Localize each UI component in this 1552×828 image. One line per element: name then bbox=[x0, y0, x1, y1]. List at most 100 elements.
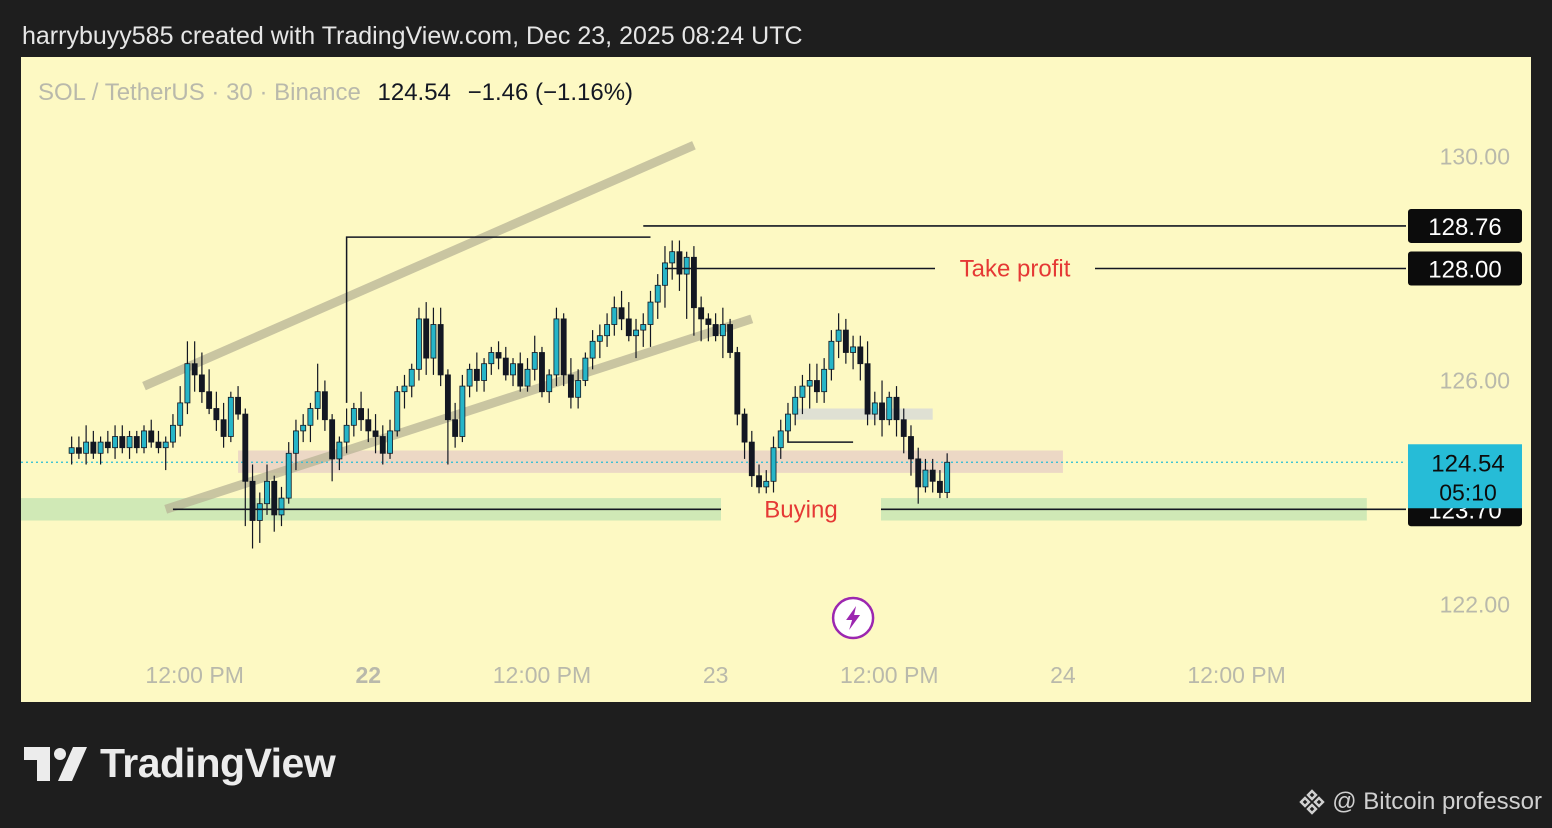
candle[interactable] bbox=[401, 374, 408, 409]
candle[interactable] bbox=[546, 369, 553, 403]
candle[interactable] bbox=[900, 408, 907, 454]
candle[interactable] bbox=[698, 296, 705, 342]
candle[interactable] bbox=[372, 414, 379, 454]
channel-lower-line[interactable] bbox=[164, 314, 754, 514]
candle[interactable] bbox=[517, 352, 524, 392]
candle[interactable] bbox=[625, 302, 632, 342]
candle[interactable] bbox=[365, 408, 372, 443]
candle[interactable] bbox=[575, 369, 582, 409]
candle[interactable] bbox=[560, 313, 567, 387]
candle[interactable] bbox=[647, 290, 654, 347]
candle[interactable] bbox=[618, 290, 625, 331]
candle[interactable] bbox=[640, 313, 647, 347]
candle[interactable] bbox=[857, 335, 864, 381]
candle[interactable] bbox=[452, 402, 459, 448]
candle[interactable] bbox=[437, 307, 444, 387]
candle[interactable] bbox=[466, 363, 473, 398]
candle[interactable] bbox=[589, 330, 596, 370]
candle[interactable] bbox=[495, 341, 502, 370]
candle[interactable] bbox=[423, 302, 430, 375]
candle[interactable] bbox=[249, 464, 256, 549]
channel-upper-line[interactable] bbox=[142, 141, 696, 391]
candle[interactable] bbox=[806, 363, 813, 409]
candle[interactable] bbox=[191, 341, 198, 392]
candle[interactable] bbox=[343, 408, 350, 454]
candle[interactable] bbox=[719, 307, 726, 359]
candle[interactable] bbox=[155, 430, 162, 454]
candle[interactable] bbox=[285, 442, 292, 504]
candle[interactable] bbox=[676, 240, 683, 291]
candle[interactable] bbox=[321, 380, 328, 431]
candle[interactable] bbox=[741, 408, 748, 459]
candle[interactable] bbox=[785, 402, 791, 443]
lightning-bolt-icon[interactable] bbox=[831, 596, 875, 640]
candle[interactable] bbox=[792, 386, 799, 426]
chart-area[interactable]: Take profit Buying 130.00 126.00 122.00 12:0… bbox=[21, 57, 1531, 702]
candle[interactable] bbox=[813, 363, 820, 403]
candle[interactable] bbox=[604, 313, 611, 347]
candle[interactable] bbox=[705, 313, 712, 342]
candle[interactable] bbox=[235, 386, 242, 420]
candle[interactable] bbox=[170, 414, 176, 448]
candle[interactable] bbox=[148, 419, 155, 448]
candle[interactable] bbox=[669, 240, 676, 280]
candle[interactable] bbox=[184, 341, 191, 415]
candle[interactable] bbox=[83, 425, 90, 465]
candle[interactable] bbox=[379, 425, 386, 465]
candle[interactable] bbox=[444, 369, 451, 465]
candle[interactable] bbox=[481, 358, 488, 392]
candle[interactable] bbox=[567, 358, 574, 409]
candle[interactable] bbox=[502, 346, 509, 381]
candle[interactable] bbox=[141, 425, 147, 454]
candle[interactable] bbox=[387, 419, 393, 459]
candle[interactable] bbox=[278, 486, 285, 527]
candle[interactable] bbox=[68, 436, 75, 465]
candle[interactable] bbox=[227, 391, 234, 443]
candle[interactable] bbox=[936, 470, 943, 499]
candle[interactable] bbox=[177, 386, 184, 437]
tradingview-brand[interactable]: TradingView bbox=[24, 740, 336, 787]
candle[interactable] bbox=[459, 374, 466, 443]
candle[interactable] bbox=[314, 363, 321, 420]
candle[interactable] bbox=[256, 492, 263, 543]
candle[interactable] bbox=[712, 313, 719, 342]
candle[interactable] bbox=[871, 391, 878, 426]
candle[interactable] bbox=[944, 453, 951, 499]
candle[interactable] bbox=[198, 352, 205, 403]
candle[interactable] bbox=[756, 464, 762, 499]
candle[interactable] bbox=[777, 419, 784, 459]
candle[interactable] bbox=[908, 425, 914, 476]
candle[interactable] bbox=[220, 402, 227, 448]
candle[interactable] bbox=[799, 374, 806, 415]
candle[interactable] bbox=[90, 430, 97, 459]
candle[interactable] bbox=[473, 352, 480, 392]
candle[interactable] bbox=[307, 402, 314, 443]
candle[interactable] bbox=[539, 346, 545, 398]
candle[interactable] bbox=[748, 430, 755, 487]
candle[interactable] bbox=[75, 436, 82, 459]
candle[interactable] bbox=[835, 313, 842, 359]
candle[interactable] bbox=[293, 419, 299, 471]
grey-zone[interactable] bbox=[795, 408, 933, 420]
candle[interactable] bbox=[408, 363, 415, 398]
candle[interactable] bbox=[531, 335, 538, 381]
candle[interactable] bbox=[922, 458, 929, 493]
candle[interactable] bbox=[611, 296, 618, 336]
candle[interactable] bbox=[104, 430, 111, 454]
candle[interactable] bbox=[553, 307, 560, 387]
candle[interactable] bbox=[213, 391, 220, 431]
candle[interactable] bbox=[886, 391, 893, 426]
candle[interactable] bbox=[329, 414, 336, 482]
candle[interactable] bbox=[350, 402, 357, 437]
candle[interactable] bbox=[133, 430, 140, 454]
range-box-line[interactable] bbox=[345, 236, 651, 403]
candle[interactable] bbox=[162, 436, 169, 471]
candle[interactable] bbox=[358, 391, 365, 431]
candle[interactable] bbox=[112, 425, 118, 459]
candle[interactable] bbox=[300, 414, 307, 443]
candle[interactable] bbox=[271, 475, 278, 532]
candle[interactable] bbox=[633, 318, 639, 359]
candle[interactable] bbox=[510, 358, 516, 387]
candle[interactable] bbox=[596, 324, 603, 359]
candle[interactable] bbox=[430, 307, 437, 375]
